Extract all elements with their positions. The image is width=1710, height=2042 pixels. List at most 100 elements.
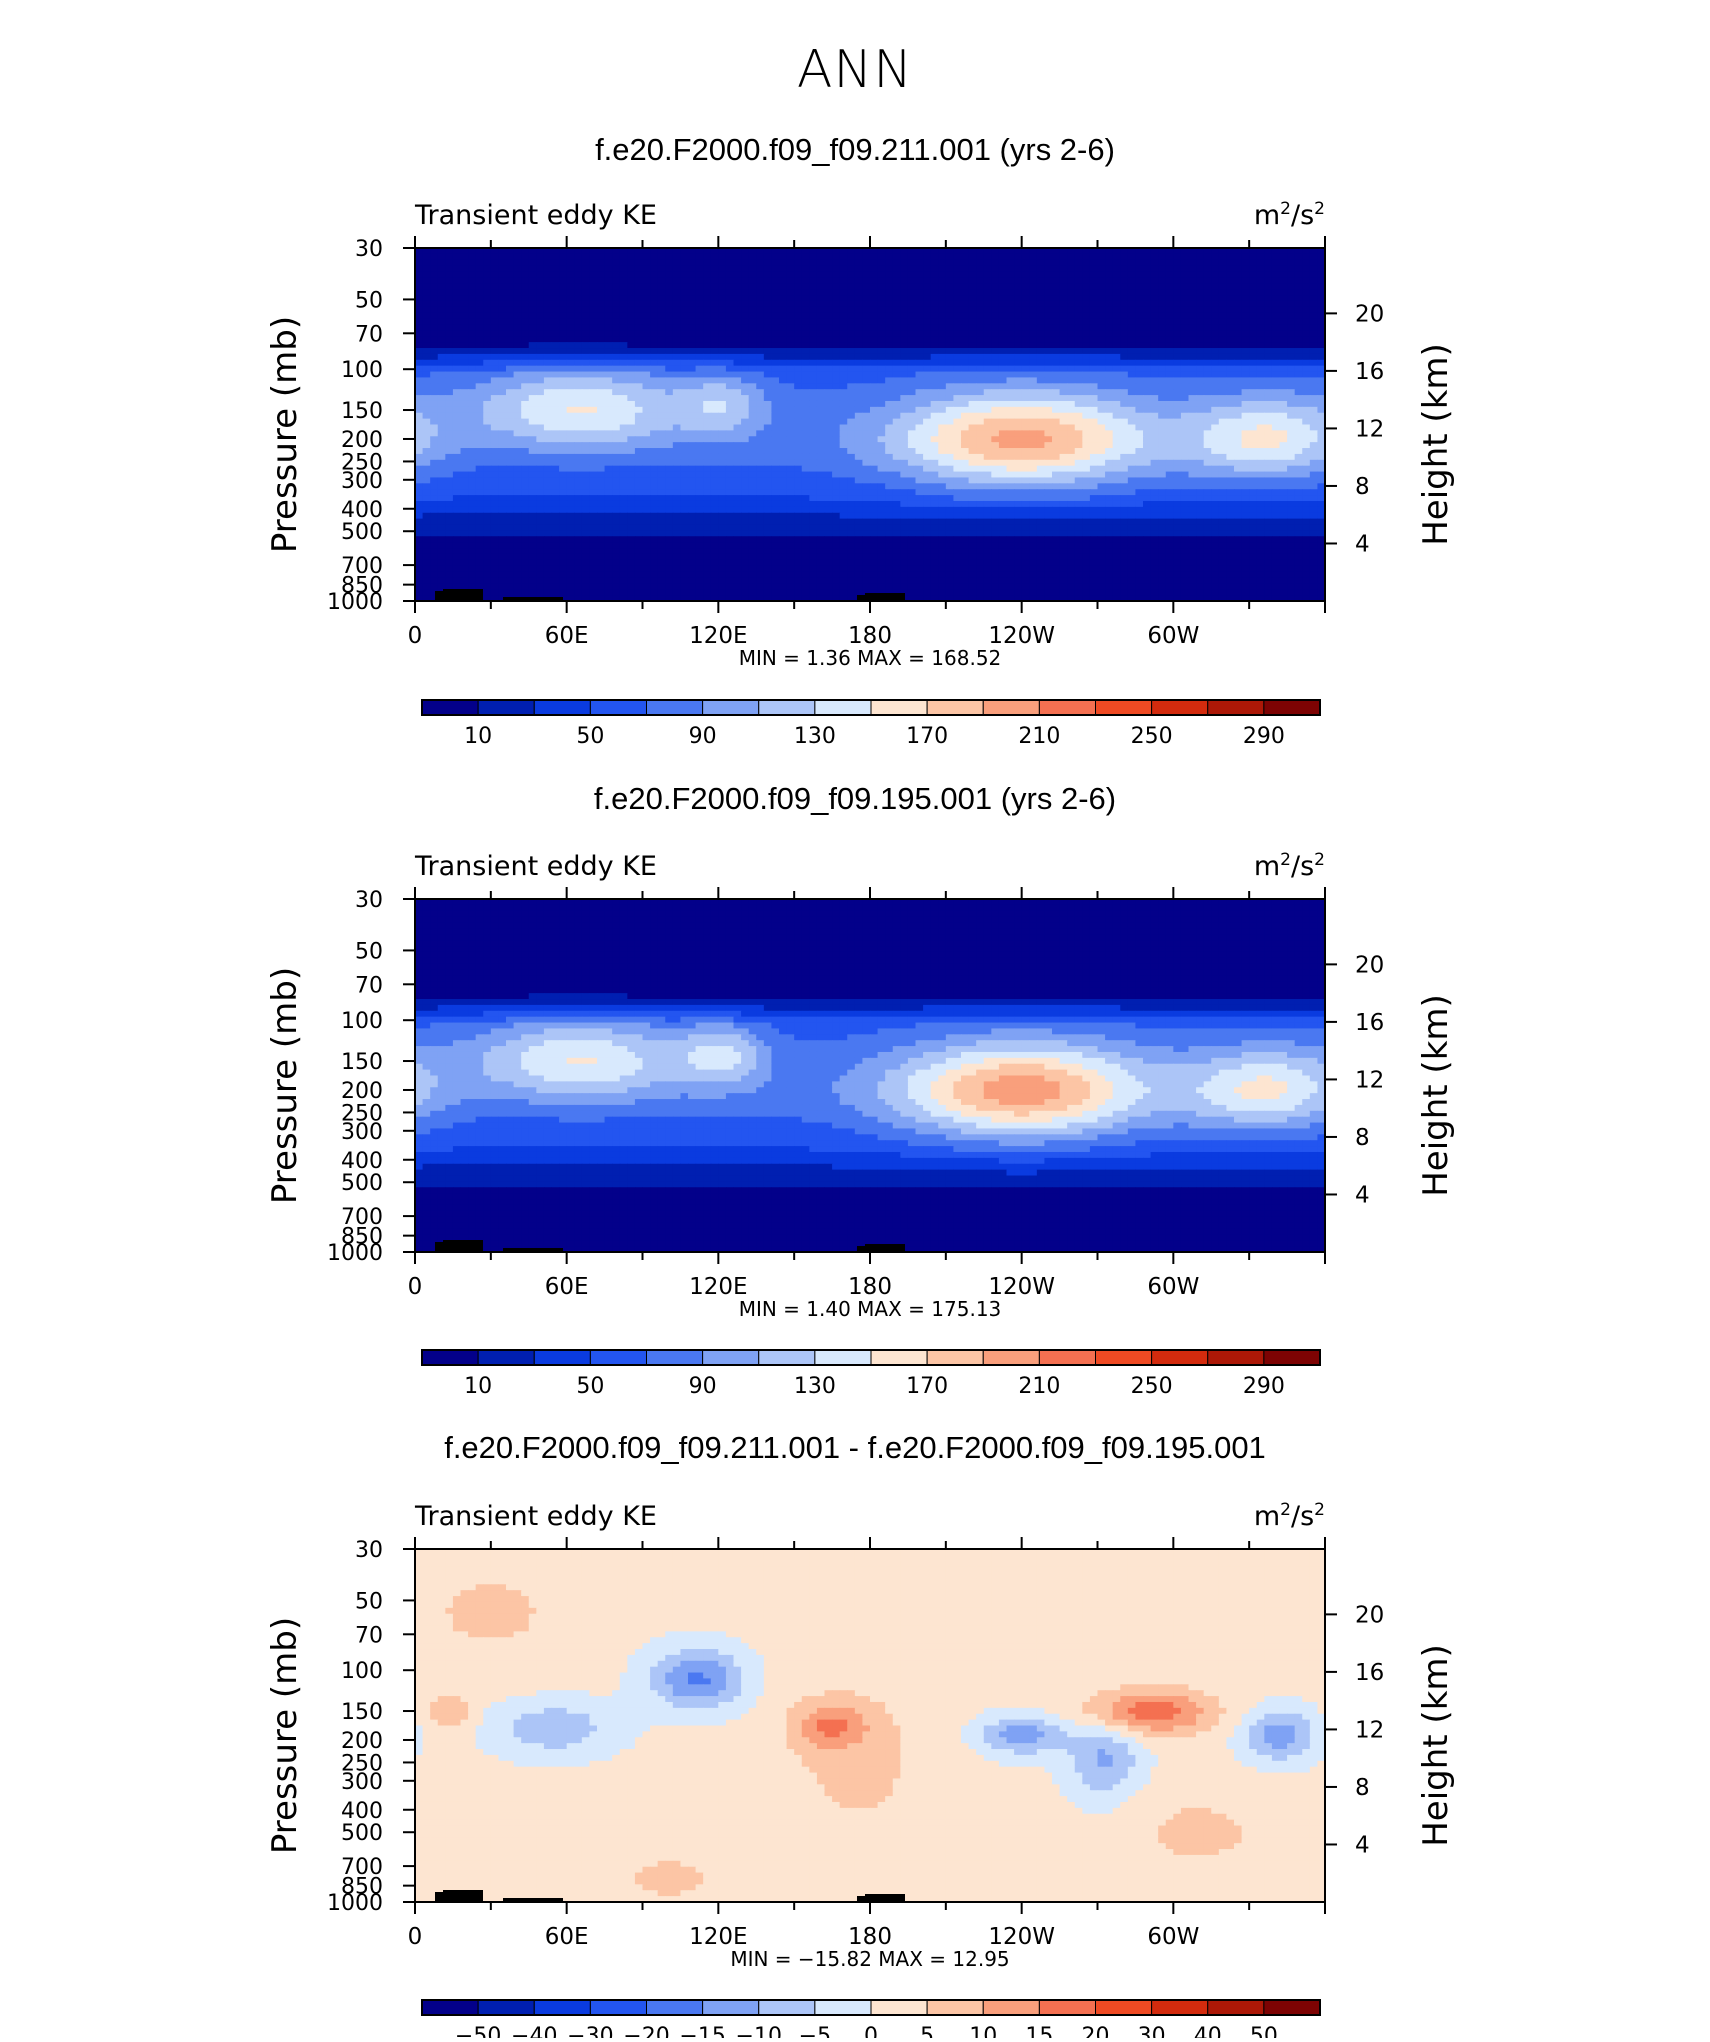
contour-cell bbox=[498, 348, 506, 354]
contour-cell bbox=[1075, 377, 1083, 383]
contour-cell bbox=[817, 430, 825, 436]
contour-cell bbox=[453, 301, 461, 307]
contour-cell bbox=[855, 360, 863, 366]
contour-cell bbox=[1302, 313, 1310, 319]
contour-cell bbox=[862, 307, 870, 313]
contour-cell bbox=[688, 430, 696, 436]
contour-cell bbox=[908, 354, 916, 360]
contour-cell bbox=[726, 425, 734, 431]
contour-cell bbox=[688, 272, 696, 278]
contour-cell bbox=[582, 307, 590, 313]
contour-cell bbox=[1135, 283, 1143, 289]
contour-cell bbox=[1067, 448, 1075, 454]
contour-cell bbox=[969, 377, 977, 383]
contour-cell bbox=[1196, 330, 1204, 336]
contour-cell bbox=[1067, 395, 1075, 401]
contour-cell bbox=[544, 260, 552, 266]
contour-cell bbox=[605, 430, 613, 436]
contour-cell bbox=[1310, 319, 1318, 325]
contour-cell bbox=[612, 336, 620, 342]
contour-cell bbox=[620, 254, 628, 260]
contour-cell bbox=[741, 366, 749, 372]
contour-cell bbox=[1044, 295, 1052, 301]
contour-cell bbox=[749, 324, 757, 330]
contour-cell bbox=[1280, 366, 1288, 372]
contour-cell bbox=[741, 401, 749, 407]
contour-cell bbox=[1242, 395, 1250, 401]
contour-cell bbox=[1234, 295, 1242, 301]
contour-cell bbox=[1060, 372, 1068, 378]
contour-cell bbox=[423, 372, 431, 378]
contour-cell bbox=[862, 313, 870, 319]
contour-cell bbox=[612, 301, 620, 307]
contour-cell bbox=[1098, 354, 1106, 360]
contour-cell bbox=[1295, 313, 1303, 319]
contour-cell bbox=[620, 330, 628, 336]
contour-cell bbox=[809, 336, 817, 342]
contour-cell bbox=[574, 342, 582, 348]
contour-cell bbox=[1287, 330, 1295, 336]
contour-cell bbox=[567, 307, 575, 313]
contour-cell bbox=[1302, 483, 1310, 489]
contour-cell bbox=[1211, 477, 1219, 483]
contour-cell bbox=[1113, 266, 1121, 272]
contour-cell bbox=[794, 260, 802, 266]
contour-cell bbox=[734, 348, 742, 354]
contour-cell bbox=[1295, 372, 1303, 378]
contour-cell bbox=[1007, 477, 1015, 483]
contour-cell bbox=[931, 266, 939, 272]
contour-cell bbox=[1060, 272, 1068, 278]
contour-cell bbox=[582, 301, 590, 307]
contour-cell bbox=[749, 289, 757, 295]
contour-cell bbox=[1181, 307, 1189, 313]
contour-cell bbox=[1264, 254, 1272, 260]
contour-cell bbox=[711, 466, 719, 472]
contour-cell bbox=[1135, 289, 1143, 295]
contour-cell bbox=[673, 301, 681, 307]
contour-cell bbox=[506, 319, 514, 325]
contour-cell bbox=[445, 260, 453, 266]
contour-cell bbox=[749, 425, 757, 431]
contour-cell bbox=[1037, 430, 1045, 436]
contour-cell bbox=[445, 389, 453, 395]
contour-cell bbox=[1120, 260, 1128, 266]
contour-cell bbox=[589, 354, 597, 360]
contour-cell bbox=[673, 307, 681, 313]
contour-cell bbox=[794, 266, 802, 272]
contour-cell bbox=[1173, 301, 1181, 307]
contour-cell bbox=[597, 313, 605, 319]
contour-cell bbox=[1310, 272, 1318, 278]
contour-cell bbox=[840, 389, 848, 395]
contour-cell bbox=[1234, 389, 1242, 395]
contour-cell bbox=[953, 254, 961, 260]
contour-cell bbox=[1204, 466, 1212, 472]
contour-cell bbox=[567, 425, 575, 431]
contour-cell bbox=[559, 307, 567, 313]
contour-cell bbox=[771, 272, 779, 278]
contour-cell bbox=[559, 313, 567, 319]
contour-cell bbox=[620, 460, 628, 466]
contour-cell bbox=[718, 460, 726, 466]
contour-cell bbox=[559, 483, 567, 489]
contour-cell bbox=[468, 407, 476, 413]
contour-cell bbox=[650, 442, 658, 448]
contour-cell bbox=[825, 266, 833, 272]
contour-cell bbox=[605, 395, 613, 401]
contour-cell bbox=[1014, 377, 1022, 383]
contour-cell bbox=[597, 366, 605, 372]
contour-cell bbox=[878, 366, 886, 372]
contour-cell bbox=[961, 436, 969, 442]
contour-cell bbox=[430, 330, 438, 336]
contour-cell bbox=[688, 313, 696, 319]
contour-cell bbox=[1264, 360, 1272, 366]
contour-cell bbox=[1135, 354, 1143, 360]
contour-cell bbox=[574, 436, 582, 442]
contour-cell bbox=[1029, 436, 1037, 442]
contour-cell bbox=[794, 377, 802, 383]
contour-cell bbox=[415, 448, 423, 454]
contour-cell bbox=[1287, 266, 1295, 272]
contour-cell bbox=[1189, 377, 1197, 383]
contour-cell bbox=[1098, 289, 1106, 295]
contour-cell bbox=[597, 489, 605, 495]
contour-cell bbox=[1143, 425, 1151, 431]
